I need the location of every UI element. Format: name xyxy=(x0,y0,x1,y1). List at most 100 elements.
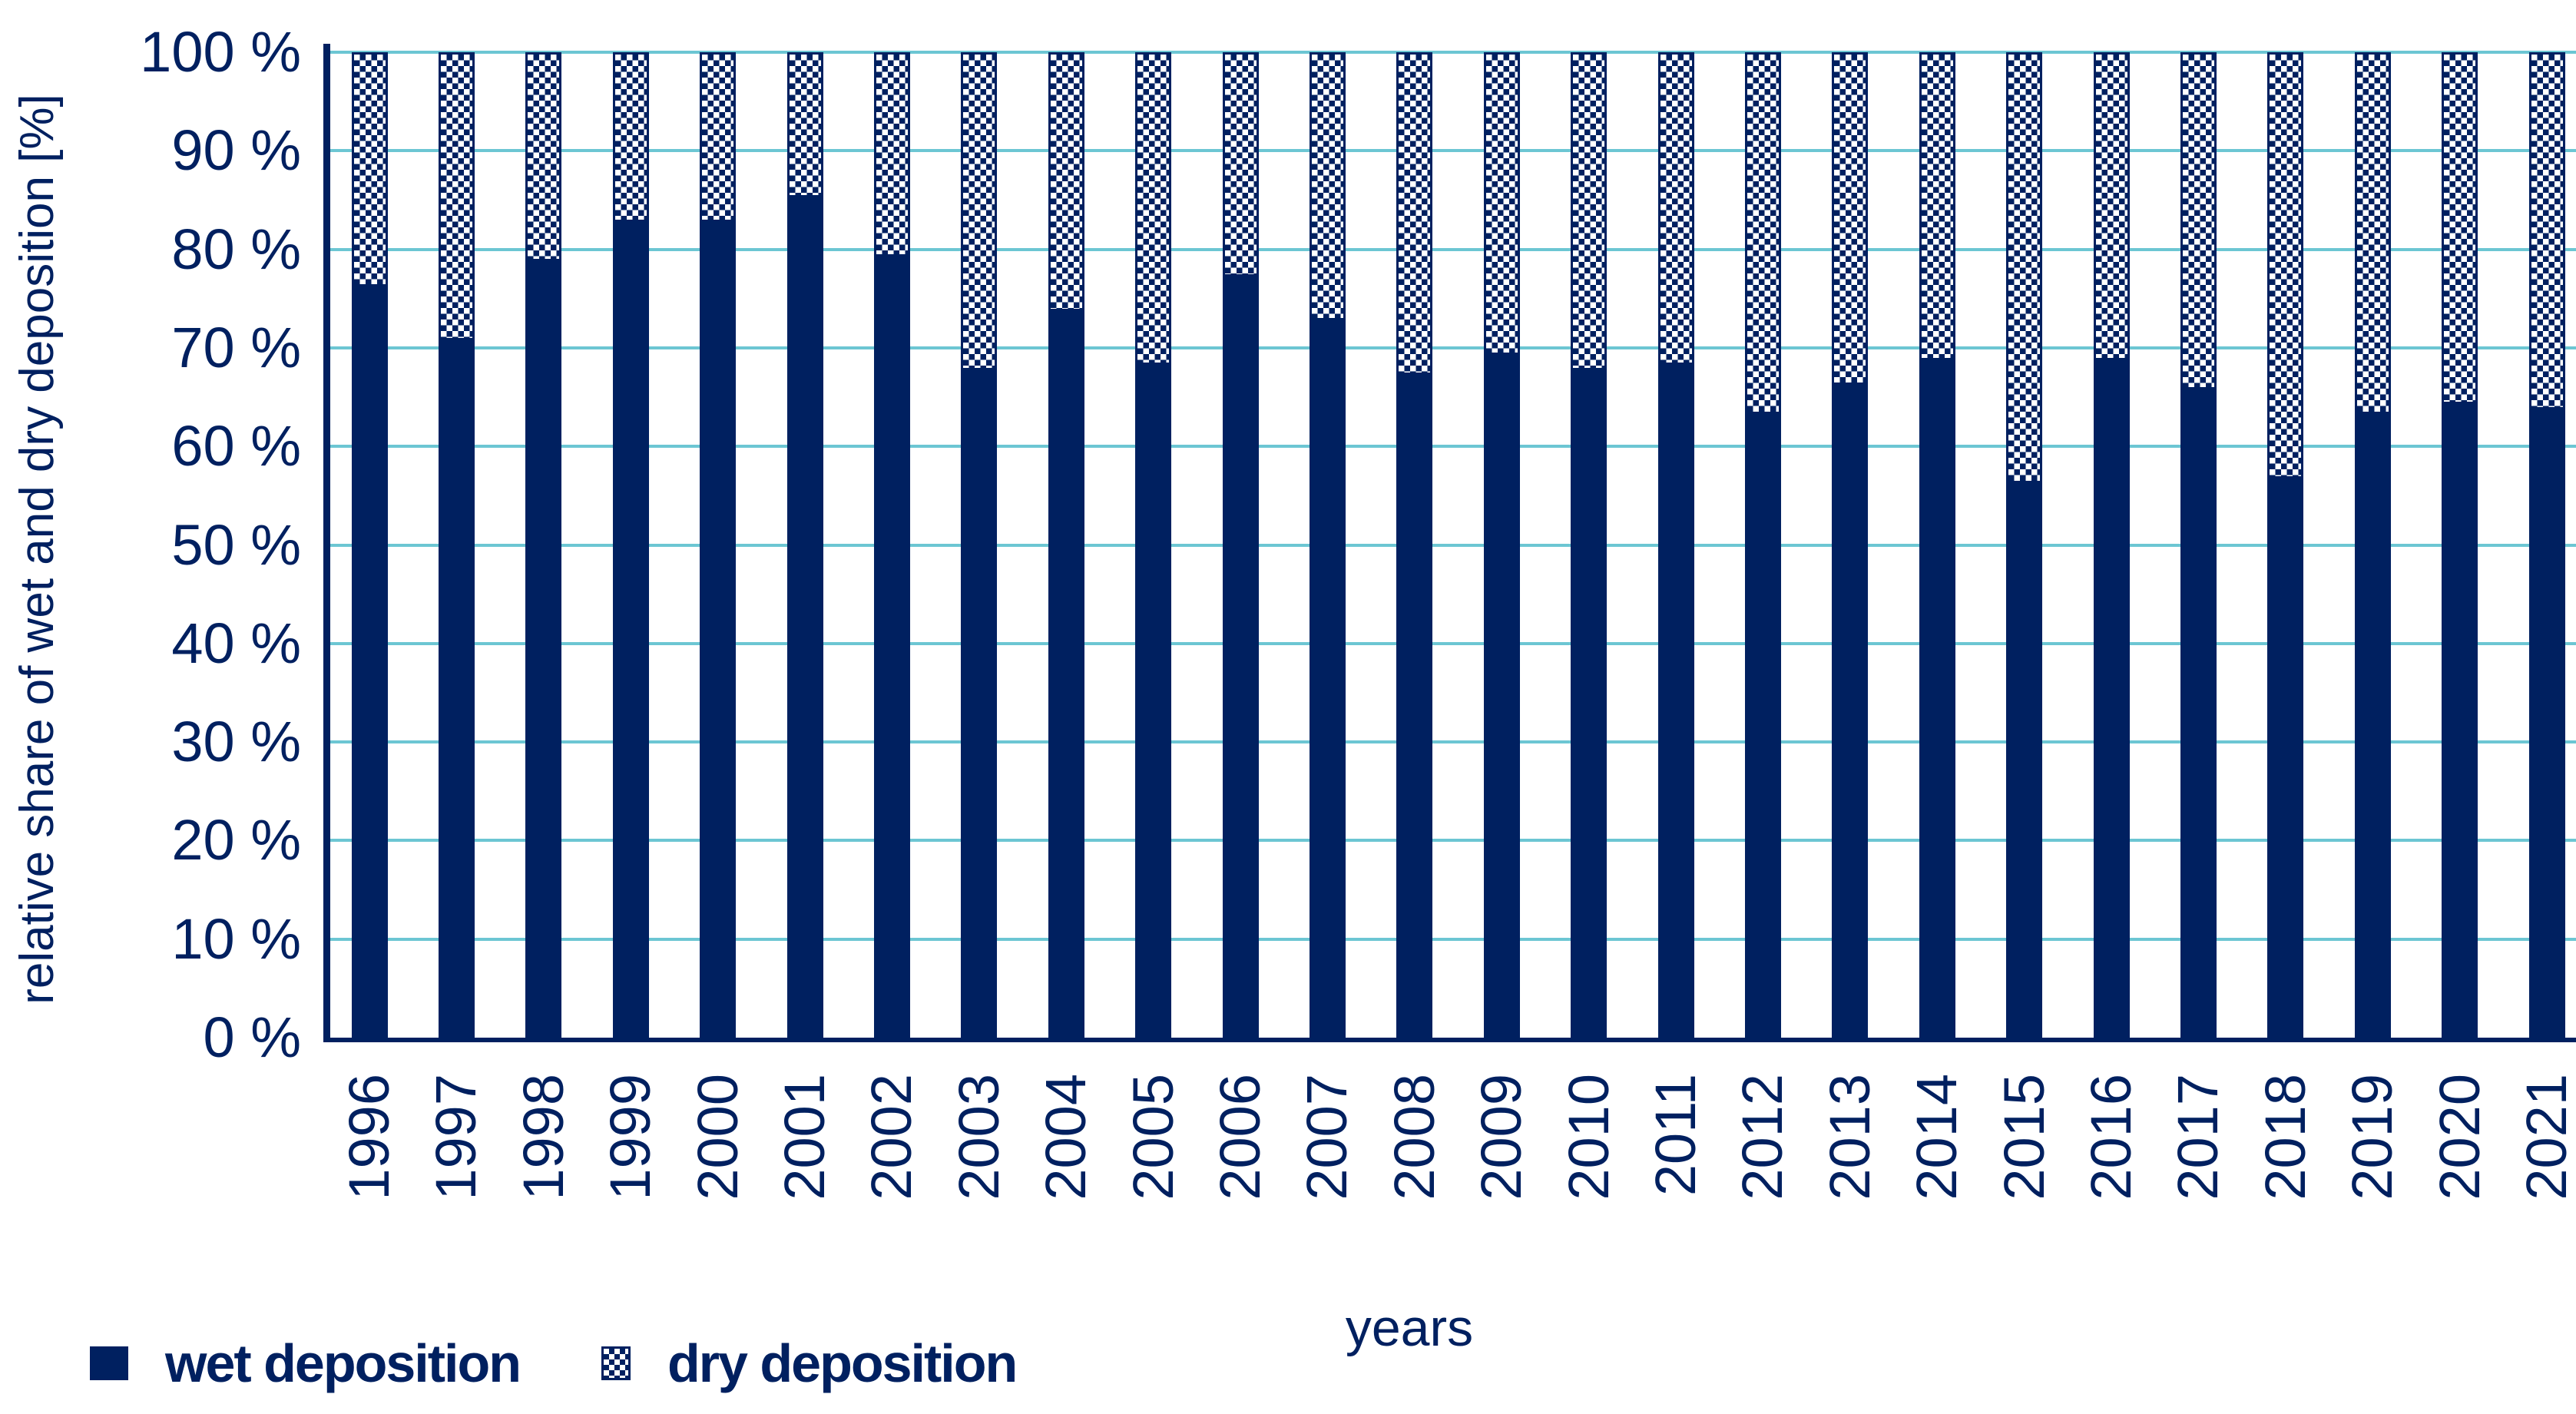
x-tick-label-2017: 2017 xyxy=(2166,1074,2230,1210)
x-tick-label-2012: 2012 xyxy=(1730,1074,1794,1210)
x-tick-label-text: 1999 xyxy=(598,1074,663,1200)
bar-segment-dry-2013 xyxy=(1832,52,1869,382)
y-tick-label: 100 % xyxy=(140,20,301,84)
x-tick-label-text: 2004 xyxy=(1034,1074,1098,1200)
gridline-90 xyxy=(326,149,2576,153)
bar-group-1996 xyxy=(351,52,388,1038)
x-tick-label-2004: 2004 xyxy=(1034,1074,1098,1210)
bar-group-2011 xyxy=(1657,52,1694,1038)
x-tick-label-1998: 1998 xyxy=(511,1074,575,1210)
gridline-100 xyxy=(326,51,2576,54)
bar-group-2014 xyxy=(1919,52,1955,1038)
x-tick-label-1997: 1997 xyxy=(424,1074,488,1210)
bar-segment-dry-2019 xyxy=(2354,52,2391,412)
bar-segment-dry-2003 xyxy=(961,52,998,368)
gridline-40 xyxy=(326,641,2576,645)
bar-group-2020 xyxy=(2442,52,2478,1038)
bar-segment-wet-2006 xyxy=(1222,273,1259,1038)
y-tick-label: 80 % xyxy=(171,217,301,281)
x-tick-label-text: 2016 xyxy=(2079,1074,2143,1200)
x-tick-label-2011: 2011 xyxy=(1644,1074,1707,1210)
y-tick-label: 50 % xyxy=(171,512,301,577)
bar-segment-dry-2016 xyxy=(2093,52,2130,358)
bar-segment-dry-2020 xyxy=(2442,52,2478,402)
bar-segment-wet-2016 xyxy=(2093,357,2130,1038)
bar-segment-wet-2008 xyxy=(1396,372,1433,1038)
bar-segment-dry-2004 xyxy=(1048,52,1084,309)
x-tick-label-1996: 1996 xyxy=(337,1074,401,1210)
bar-segment-dry-2007 xyxy=(1309,52,1346,319)
x-tick-label-2009: 2009 xyxy=(1469,1074,1534,1210)
bar-group-2002 xyxy=(873,52,910,1038)
bar-segment-wet-1998 xyxy=(525,259,562,1038)
bar-segment-wet-2015 xyxy=(2006,481,2043,1038)
gridline-50 xyxy=(326,543,2576,547)
bar-group-1998 xyxy=(525,52,562,1038)
y-tick-label: 70 % xyxy=(171,315,301,379)
bar-segment-wet-2001 xyxy=(786,195,823,1038)
x-tick-label-2002: 2002 xyxy=(859,1074,923,1210)
bar-group-2021 xyxy=(2528,52,2565,1038)
x-tick-label-2013: 2013 xyxy=(1817,1074,1882,1210)
bar-segment-dry-2006 xyxy=(1222,52,1259,274)
x-tick-label-text: 2006 xyxy=(1208,1074,1272,1200)
y-tick-label: 0 % xyxy=(203,1005,301,1069)
bar-segment-dry-2005 xyxy=(1135,52,1172,363)
bar-segment-dry-2008 xyxy=(1396,52,1433,373)
y-tick-label: 20 % xyxy=(171,808,301,873)
plot-area xyxy=(326,51,2576,1038)
x-tick-label-text: 2009 xyxy=(1469,1074,1534,1200)
bar-segment-dry-2018 xyxy=(2267,52,2304,476)
bar-segment-wet-2000 xyxy=(700,220,737,1038)
bar-group-2018 xyxy=(2267,52,2304,1038)
x-tick-label-text: 2008 xyxy=(1382,1074,1446,1200)
x-tick-label-text: 1997 xyxy=(424,1074,488,1200)
x-tick-label-text: 2014 xyxy=(1905,1074,1969,1200)
x-tick-label-1999: 1999 xyxy=(598,1074,663,1210)
bar-segment-dry-1997 xyxy=(438,52,475,339)
x-tick-label-2006: 2006 xyxy=(1208,1074,1272,1210)
x-tick-label-text: 2020 xyxy=(2427,1074,2492,1200)
legend-swatch-wet-icon xyxy=(90,1346,128,1380)
x-tick-label-text: 1996 xyxy=(337,1074,401,1200)
bar-segment-wet-2013 xyxy=(1832,382,1869,1038)
bar-group-2017 xyxy=(2180,52,2217,1038)
bar-group-2003 xyxy=(961,52,998,1038)
bar-segment-dry-2009 xyxy=(1483,52,1520,353)
bar-group-2007 xyxy=(1309,52,1346,1038)
x-tick-label-2001: 2001 xyxy=(773,1074,836,1210)
bar-segment-dry-1999 xyxy=(612,52,649,220)
x-tick-label-text: 2013 xyxy=(1817,1074,1882,1200)
x-tick-label-text: 2019 xyxy=(2340,1074,2405,1200)
x-tick-label-text: 2010 xyxy=(1556,1074,1621,1200)
x-tick-label-2008: 2008 xyxy=(1382,1074,1446,1210)
bar-segment-dry-2001 xyxy=(786,52,823,196)
x-tick-label-2020: 2020 xyxy=(2427,1074,2492,1210)
bar-segment-wet-1997 xyxy=(438,338,475,1038)
bar-segment-wet-2009 xyxy=(1483,353,1520,1038)
x-tick-label-2018: 2018 xyxy=(2253,1074,2317,1210)
gridline-30 xyxy=(326,740,2576,744)
gridline-70 xyxy=(326,346,2576,349)
bar-segment-dry-2014 xyxy=(1919,52,1955,358)
bar-segment-dry-2000 xyxy=(700,52,737,220)
y-tick-label: 90 % xyxy=(171,118,301,183)
bar-segment-wet-2012 xyxy=(1744,412,1781,1038)
legend: wet deposition dry deposition xyxy=(90,1333,1018,1393)
bar-segment-dry-2012 xyxy=(1744,52,1781,412)
x-axis-title: years xyxy=(1345,1299,1474,1357)
bar-segment-wet-2018 xyxy=(2267,475,2304,1038)
bar-segment-wet-2003 xyxy=(961,367,998,1038)
x-tick-label-text: 1998 xyxy=(511,1074,575,1200)
x-tick-label-2007: 2007 xyxy=(1295,1074,1359,1210)
x-tick-label-text: 2003 xyxy=(946,1074,1011,1200)
x-tick-label-text: 2005 xyxy=(1121,1074,1185,1200)
y-tick-label: 10 % xyxy=(171,906,301,971)
x-tick-label-text: 2011 xyxy=(1644,1074,1707,1197)
bar-segment-wet-1999 xyxy=(612,220,649,1038)
bar-group-1997 xyxy=(438,52,475,1038)
bar-group-2016 xyxy=(2093,52,2130,1038)
bar-group-2000 xyxy=(700,52,737,1038)
bar-segment-dry-2015 xyxy=(2006,52,2043,482)
